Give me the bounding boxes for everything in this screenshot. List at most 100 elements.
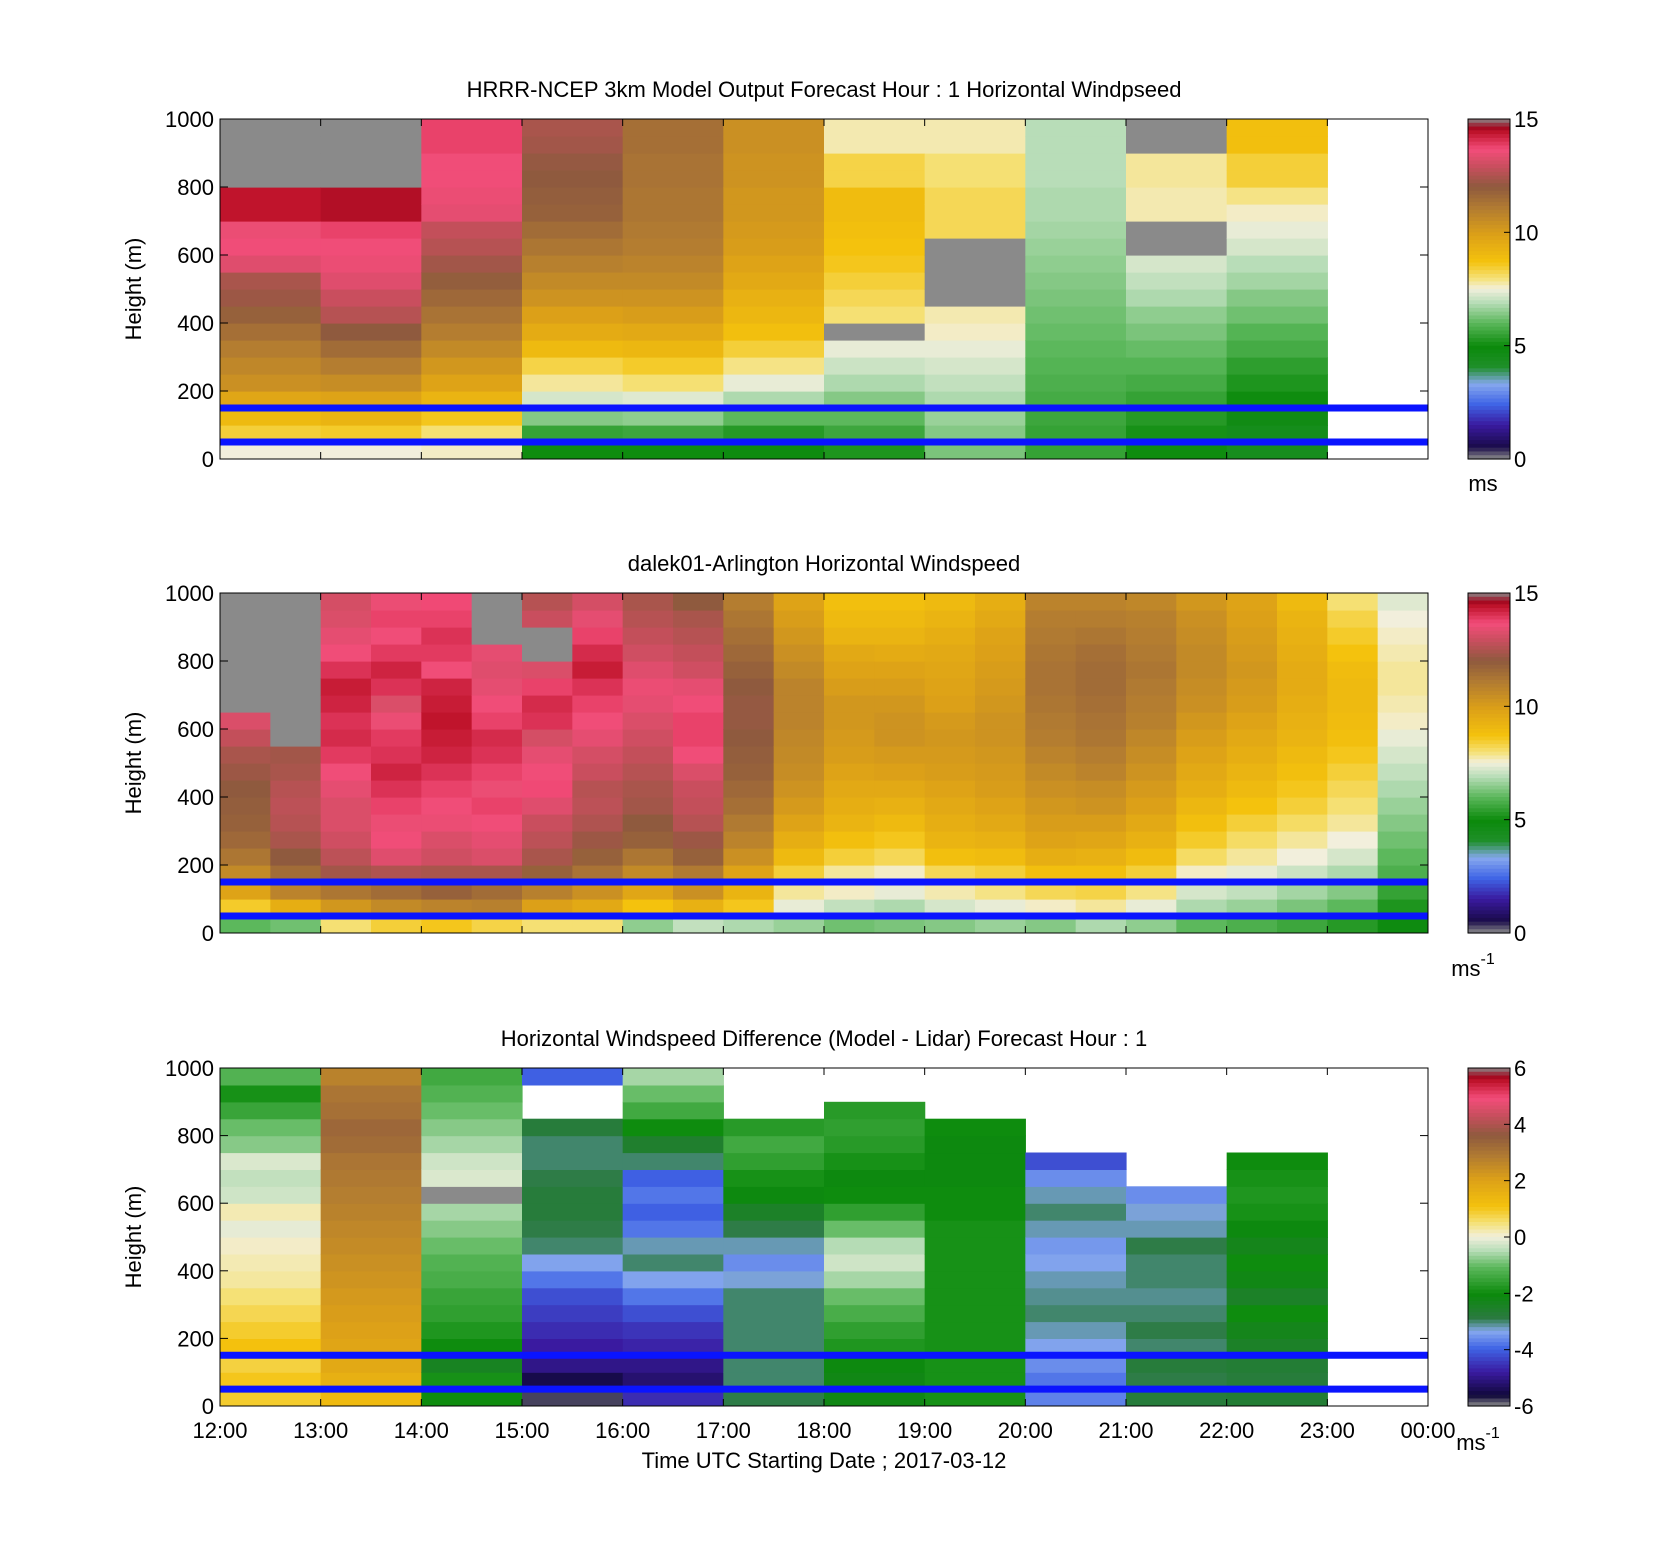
heatmap-cell [723, 238, 825, 256]
heatmap-cell [421, 1068, 523, 1086]
heatmap-cell [773, 661, 825, 679]
heatmap-cell [421, 1253, 523, 1272]
heatmap-cell [220, 255, 322, 273]
colorbar-tick-label: 4 [1514, 1112, 1526, 1137]
heatmap-cell [924, 593, 976, 611]
colorbar-segment [1468, 1221, 1510, 1227]
heatmap-cell [220, 797, 271, 815]
heatmap-cell [220, 593, 271, 611]
colorbar-segment [1468, 1075, 1510, 1080]
heatmap-cell [1025, 306, 1127, 324]
heatmap-cell [874, 848, 926, 866]
heatmap-cell [824, 1389, 926, 1406]
heatmap-cell [421, 1101, 523, 1120]
heatmap-cell [421, 238, 523, 256]
heatmap-cell [1327, 661, 1379, 679]
heatmap-cell [471, 882, 523, 900]
heatmap-cell [421, 1135, 523, 1154]
colorbar-tick-label: 15 [1514, 581, 1538, 606]
colorbar-segment [1468, 421, 1510, 426]
colorbar-segment [1468, 1180, 1510, 1186]
colorbar-segment [1468, 725, 1510, 730]
colorbar-segment [1468, 1143, 1510, 1148]
heatmap-cell [522, 865, 573, 883]
heatmap-cell [320, 153, 422, 171]
colorbar-tick-label: 0 [1514, 1225, 1526, 1250]
colorbar-segment [1468, 455, 1510, 460]
heatmap-cell [1025, 593, 1077, 611]
heatmap-cell [1025, 289, 1127, 307]
heatmap-cell [1126, 340, 1228, 358]
heatmap-cell [673, 678, 724, 696]
heatmap-cell [471, 848, 523, 866]
heatmap-cell [522, 763, 573, 781]
heatmap-cell [924, 357, 1026, 375]
heatmap-cell [1126, 865, 1177, 883]
heatmap-cell [320, 391, 422, 409]
heatmap-cell [924, 712, 976, 730]
colorbar-segment [1468, 872, 1510, 877]
colorbar-segment [1468, 1383, 1510, 1388]
heatmap-cell [924, 1389, 1026, 1406]
heatmap-cell [924, 916, 976, 933]
heatmap-cell [1075, 831, 1127, 849]
colorbar-segment [1468, 145, 1510, 150]
heatmap-cell [1277, 746, 1328, 764]
panel-3-colorbar-unit: ms-1 [1456, 1425, 1500, 1455]
colorbar-segment [1468, 281, 1510, 286]
heatmap-cell [723, 1152, 825, 1170]
colorbar-segment [1468, 1330, 1510, 1336]
heatmap-cell [421, 204, 523, 222]
colorbar-segment [1468, 1105, 1510, 1110]
heatmap-cell [522, 170, 624, 188]
heatmap-cell [522, 1152, 624, 1170]
heatmap-cell [522, 627, 573, 645]
heatmap-cell [1327, 797, 1379, 815]
heatmap-cell [924, 627, 976, 645]
x-tick-label: 16:00 [595, 1418, 650, 1443]
heatmap-cell [522, 610, 573, 628]
heatmap-cell [572, 678, 624, 696]
heatmap-cell [773, 797, 825, 815]
heatmap-cell [1327, 916, 1379, 933]
heatmap-cell [924, 391, 1026, 409]
colorbar-segment [1468, 1394, 1510, 1400]
heatmap-cell [1327, 593, 1379, 611]
heatmap-cell [421, 119, 523, 137]
heatmap-cell [1226, 1186, 1328, 1204]
heatmap-cell [924, 323, 1026, 341]
heatmap-cell [673, 831, 724, 849]
y-tick-label: 0 [202, 921, 214, 946]
heatmap-cell [320, 1203, 422, 1221]
heatmap-cell [1226, 1270, 1328, 1289]
heatmap-cell [622, 357, 724, 375]
colorbar-segment [1468, 258, 1510, 264]
heatmap-cell [320, 1101, 422, 1120]
heatmap-cell [874, 899, 926, 917]
heatmap-cell [723, 1253, 825, 1272]
heatmap-cell [471, 610, 523, 628]
heatmap-cell [773, 746, 825, 764]
heatmap-cell [1025, 204, 1127, 222]
colorbar-segment [1468, 800, 1510, 806]
heatmap-cell [421, 1372, 523, 1390]
heatmap-cell [522, 187, 624, 205]
heatmap-cell [421, 323, 523, 341]
heatmap-cell [1126, 1186, 1228, 1204]
heatmap-cell [572, 848, 624, 866]
heatmap-cell [320, 746, 372, 764]
heatmap-cell [924, 442, 1026, 459]
colorbar-segment [1468, 1375, 1510, 1381]
heatmap-cell [824, 187, 926, 205]
heatmap-cell [471, 814, 523, 832]
colorbar-segment [1468, 834, 1510, 840]
heatmap-cell [824, 780, 875, 798]
heatmap-cell [622, 882, 674, 900]
heatmap-cell [824, 340, 926, 358]
colorbar-segment [1468, 1090, 1510, 1095]
colorbar-segment [1468, 657, 1510, 662]
colorbar-segment [1468, 604, 1510, 609]
heatmap-cell [371, 729, 422, 747]
colorbar-segment [1468, 827, 1510, 832]
heatmap-cell [1226, 1287, 1328, 1306]
